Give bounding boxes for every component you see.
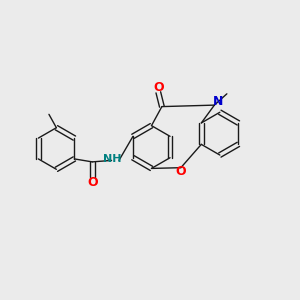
Text: O: O xyxy=(87,176,98,189)
Text: N: N xyxy=(213,95,223,108)
Text: O: O xyxy=(176,165,187,178)
Text: NH: NH xyxy=(103,154,121,164)
Text: O: O xyxy=(153,81,164,94)
